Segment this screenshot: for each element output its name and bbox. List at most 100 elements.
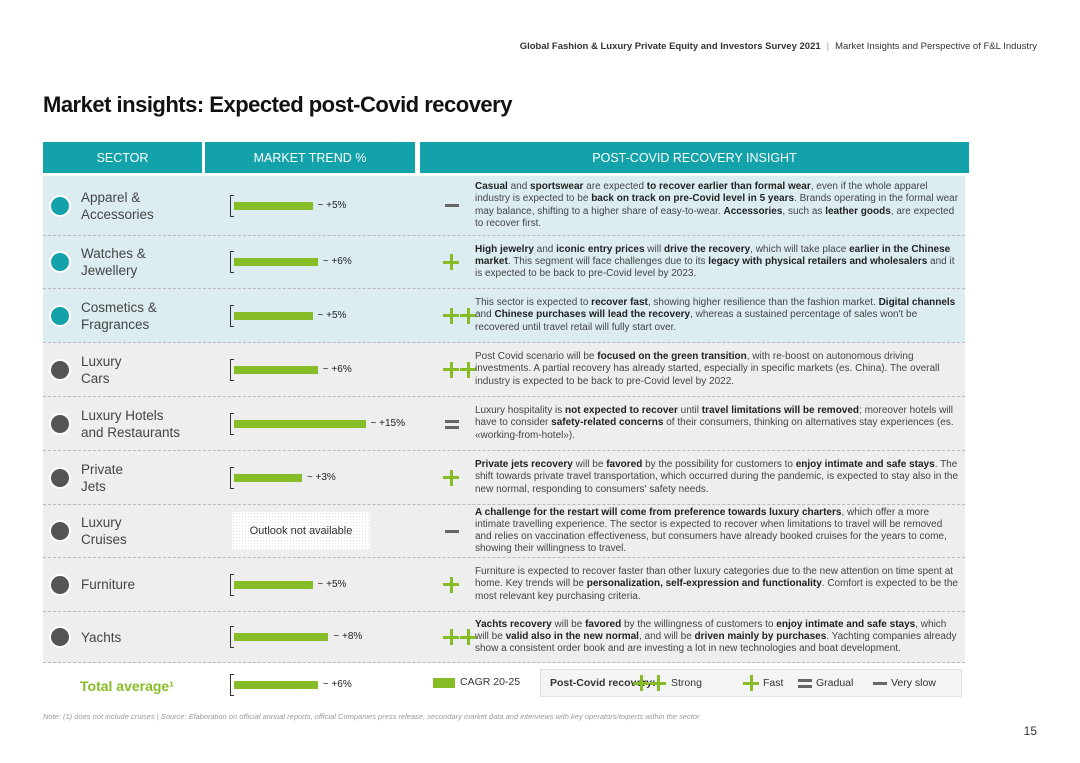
insight: Yachts recovery will be favored by the w… <box>475 614 960 660</box>
recovery-symbol <box>443 523 481 539</box>
page-number: 15 <box>1023 724 1037 738</box>
insight-segment: by the possibility for customers to <box>642 459 796 471</box>
minus <box>797 679 812 682</box>
insight-segment: A challenge for the restart will come fr… <box>475 506 842 518</box>
total-row: Total average¹ ~ +6% <box>43 663 423 707</box>
recovery-symbol <box>443 469 481 486</box>
insight-segment: not expected to recover <box>565 405 678 417</box>
insight-text: A challenge for the restart will come fr… <box>475 507 960 556</box>
plus-v <box>449 361 453 378</box>
insight-segment: leather goods <box>825 205 891 217</box>
insight-segment: Post Covid scenario will be <box>475 351 598 363</box>
table-row: Luxury Cruises Outlook not available A cha… <box>43 505 965 558</box>
insight-segment: personalization, self-expression and fun… <box>586 578 822 590</box>
header-title: Global Fashion & Luxury Private Equity a… <box>519 41 821 52</box>
trend-label: ~ +5% <box>317 309 347 321</box>
trend-bar <box>234 201 313 210</box>
insight-segment: valid also in the new normal <box>505 630 639 642</box>
insight-segment: recover fast <box>591 297 648 309</box>
insight-text: Yachts recovery will be favored by the w… <box>475 619 960 656</box>
plus-v <box>449 254 453 270</box>
insight-segment: and <box>533 243 557 255</box>
legend-item: Fast <box>763 677 784 689</box>
recovery-symbol <box>633 675 671 691</box>
column-header: SECTOR <box>43 142 202 173</box>
insight-segment: focused on the green transition <box>597 351 747 363</box>
insight-segment: , with re-boost on autonomous driving in… <box>475 351 940 387</box>
legend-cagr: CAGR 20-25 <box>460 676 521 688</box>
sector-name: Private Jets <box>81 461 124 494</box>
trend-bar <box>234 681 318 689</box>
bracket <box>230 412 234 435</box>
sector-name: Cosmetics & Fragrances <box>81 299 157 332</box>
insight-segment: Private jets recovery <box>475 459 573 471</box>
sector-name: Luxury Hotels and Restaurants <box>81 407 181 440</box>
sector-icon <box>49 358 71 381</box>
trend-label: ~ +8% <box>333 631 363 642</box>
sector-icon <box>49 412 71 435</box>
sector-name: Luxury Cruises <box>81 515 127 547</box>
insight: Furniture is expected to recover faster … <box>475 560 960 609</box>
minus <box>444 529 459 533</box>
insight-segment: safety-related concerns <box>551 417 664 429</box>
sector-icon <box>49 520 71 542</box>
sector-icon <box>49 251 71 273</box>
insight-segment: by the willingness of customers to <box>621 618 777 630</box>
plus-v <box>449 469 453 486</box>
insight-segment: iconic entry prices <box>556 243 645 255</box>
table-row: Furniture ~ +5% Furniture is expected to r… <box>43 558 965 612</box>
insight-text: Post Covid scenario will be focused on t… <box>475 351 960 388</box>
minus <box>872 681 887 685</box>
minus <box>444 425 459 429</box>
insight-segment: sportswear <box>530 181 584 193</box>
insight-segment: Accessories <box>723 205 783 217</box>
bracket <box>230 674 234 696</box>
insight-segment: until <box>677 405 702 417</box>
bracket <box>230 304 234 327</box>
insight-text: Casual and sportswear are expected to re… <box>475 181 960 230</box>
legend: Post-Covid recovery: Strong Fast Gradual Ver… <box>540 669 962 697</box>
table-row: Luxury Cars ~ +6% Post Covid scenario will… <box>43 343 965 397</box>
outlook-note: Outlook not available <box>232 512 370 550</box>
header-subtitle: Market Insights and Perspective of F&L I… <box>835 41 1037 52</box>
table-row: Apparel & Accessories ~ +5% Casual and spo… <box>43 176 965 236</box>
legend-item: Very slow <box>891 677 936 689</box>
insight: High jewelry and iconic entry prices wil… <box>475 238 960 286</box>
insight-segment: , showing higher resilience than the fas… <box>647 297 879 309</box>
trend-label: ~ +6% <box>322 256 352 267</box>
bracket <box>230 626 234 648</box>
legend-title: Post-Covid recovery: <box>550 677 656 689</box>
insight-segment: , even if the whole apparel industry is … <box>475 181 928 205</box>
recovery-symbol <box>443 198 481 214</box>
minus <box>444 419 459 423</box>
trend-label: ~ +6% <box>322 679 352 690</box>
plus-v <box>466 307 470 324</box>
recovery-symbol <box>443 361 481 378</box>
insight-segment: to recover earlier than formal wear <box>646 181 811 193</box>
insight-segment: Casual <box>475 181 508 193</box>
insight-segment: and it is expected to be back to pre-Cov… <box>475 255 955 280</box>
column-header: MARKET TREND % <box>205 142 415 173</box>
sector-icon <box>49 626 71 648</box>
insight-segment: earlier in the Chinese market <box>475 243 951 267</box>
table-row: Watches & Jewellery ~ +6% High jewelry and… <box>43 236 965 289</box>
plus-v <box>449 629 453 645</box>
table-row: Cosmetics & Fragrances ~ +5% This sector i… <box>43 289 965 343</box>
insight-segment: drive the recovery <box>663 243 751 255</box>
insight-segment: enjoy intimate and safe stays <box>795 459 935 471</box>
sector-icon <box>49 304 71 327</box>
column-header: POST-COVID RECOVERY INSIGHT <box>420 142 969 173</box>
insight: Post Covid scenario will be focused on t… <box>475 345 960 394</box>
insight-segment: . The shift towards private travel trans… <box>475 459 959 495</box>
trend-label: ~ +5% <box>317 199 347 211</box>
sector-name: Yachts <box>81 629 122 645</box>
bracket <box>230 194 234 217</box>
recovery-symbol <box>443 576 481 593</box>
insight-segment: and <box>507 181 531 193</box>
trend-label: ~ +5% <box>317 578 347 590</box>
insight-segment: Yachts recovery <box>475 618 552 630</box>
insight-segment: travel limitations will be removed <box>701 405 860 417</box>
bracket <box>230 251 234 273</box>
insight-segment: , which will be <box>475 618 947 642</box>
